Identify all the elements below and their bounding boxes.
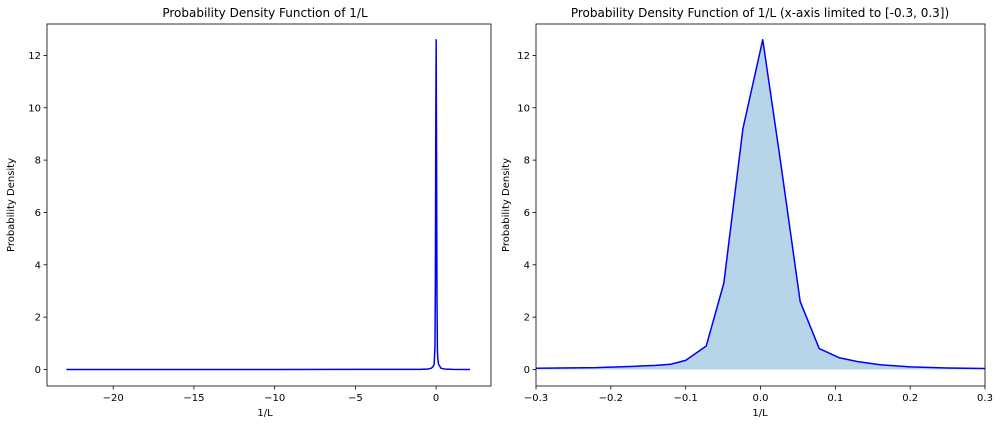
y-tick-label: 4 bbox=[524, 260, 530, 271]
y-tick-label: 2 bbox=[524, 313, 530, 324]
x-tick-label: 0.0 bbox=[753, 393, 769, 404]
series-line bbox=[536, 38, 985, 370]
plot-area: −0.3 −0.2 −0.1 0.0 0.1 0.2 0.3 0 2 4 6 8 10 12 bbox=[517, 23, 993, 404]
x-tick-label: −0.2 bbox=[599, 393, 623, 404]
y-tick-label: 8 bbox=[35, 156, 41, 167]
y-tick-label: 12 bbox=[28, 51, 41, 62]
y-tick-label: 0 bbox=[524, 365, 530, 376]
y-tick-label: 2 bbox=[35, 313, 41, 324]
x-tick-label: −20 bbox=[103, 393, 124, 404]
x-tick-label: 0.2 bbox=[902, 393, 918, 404]
y-tick-label: 4 bbox=[35, 260, 41, 271]
chart-title: Probability Density Function of 1/L bbox=[162, 6, 368, 20]
chart-title: Probability Density Function of 1/L (x-a… bbox=[571, 6, 949, 20]
x-tick-label: −10 bbox=[264, 393, 285, 404]
y-tick-label: 12 bbox=[517, 51, 530, 62]
y-axis-label: Probability Density bbox=[501, 158, 512, 252]
x-tick-label: −0.3 bbox=[524, 393, 548, 404]
y-tick-label: 6 bbox=[35, 208, 41, 219]
x-tick-label: 0 bbox=[433, 393, 439, 404]
x-tick-label: 0.3 bbox=[977, 393, 993, 404]
plot-area: −20 −15 −10 −5 0 0 2 4 6 8 10 12 bbox=[28, 23, 492, 404]
chart-pdf-limited-range: Probability Density Function of 1/L (x-a… bbox=[501, 6, 993, 419]
y-tick-label: 8 bbox=[524, 156, 530, 167]
y-tick-label: 6 bbox=[524, 208, 530, 219]
series-fill-area bbox=[536, 39, 985, 370]
y-tick-label: 0 bbox=[35, 365, 41, 376]
y-tick-label: 10 bbox=[517, 103, 530, 114]
y-tick-label: 10 bbox=[28, 103, 41, 114]
x-tick-label: −5 bbox=[348, 393, 363, 404]
x-axis-label: 1/L bbox=[257, 408, 273, 419]
x-tick-label: −15 bbox=[183, 393, 204, 404]
x-axis-label: 1/L bbox=[752, 408, 768, 419]
axes-frame bbox=[46, 23, 492, 387]
x-tick-label: −0.1 bbox=[674, 393, 698, 404]
y-axis-label: Probability Density bbox=[6, 158, 17, 252]
chart-pdf-full-range: Probability Density Function of 1/L −20−… bbox=[6, 6, 492, 419]
x-tick-label: 0.1 bbox=[827, 393, 843, 404]
series-line bbox=[66, 38, 471, 371]
